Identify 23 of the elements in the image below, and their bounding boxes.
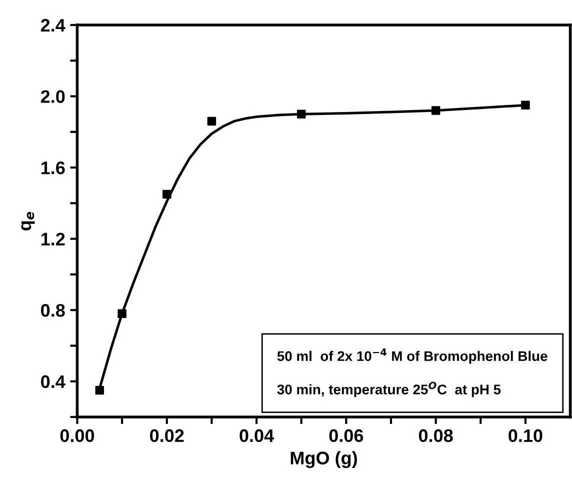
- x-axis-title: MgO (g): [290, 451, 357, 468]
- x-tick-label: 0.10: [508, 429, 542, 442]
- point: [296, 110, 306, 118]
- point: [521, 100, 530, 110]
- x-tick-label: 0.02: [150, 429, 184, 442]
- x-tick-label: 0.00: [60, 429, 94, 442]
- y-tick-label: 2.0: [40, 90, 65, 103]
- y-tick-label: 2.4: [40, 18, 66, 32]
- y-tick-label: 0.8: [41, 304, 65, 317]
- point: [118, 309, 126, 318]
- x-tick-label: 0.04: [240, 429, 274, 442]
- x-tick-label: 0.06: [329, 429, 364, 442]
- x-tick-label: 0.08: [418, 429, 453, 442]
- annotation: 50 ml of 2x 10$^{−4}$ M of Bromophenol Blue: [277, 348, 548, 364]
- point: [431, 106, 440, 115]
- point: [95, 386, 104, 395]
- y-tick-label: 1.2: [41, 232, 65, 246]
- y-axis-title: q$_{e}$: [21, 212, 35, 230]
- y-tick-label: 1.6: [41, 161, 65, 174]
- annotation: 30 min, temperature 25$^{O}$C at pH 5: [277, 382, 501, 398]
- y-tick-label: 0.4: [41, 375, 66, 388]
- point: [207, 116, 216, 126]
- point: [162, 190, 172, 199]
